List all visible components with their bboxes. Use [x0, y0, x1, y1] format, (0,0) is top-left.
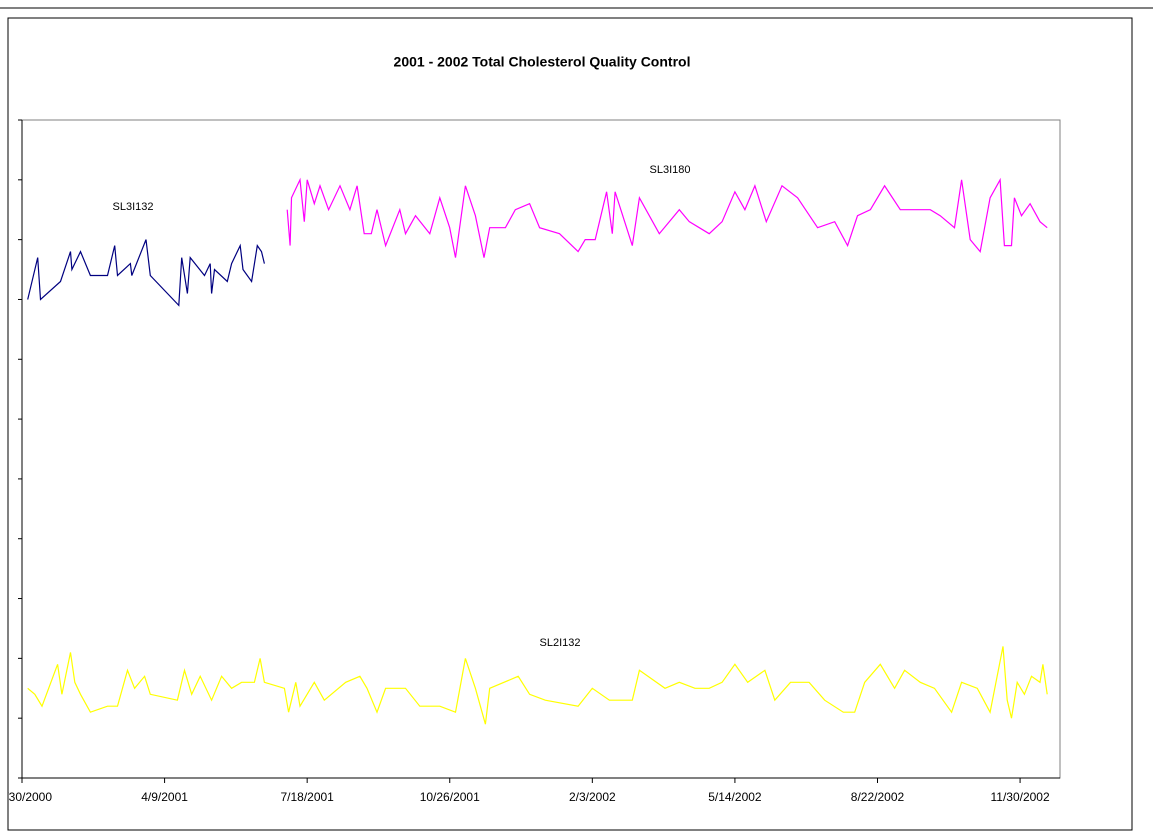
x-tick-label: 7/18/2001	[280, 790, 334, 804]
x-tick-label: 10/26/2001	[420, 790, 480, 804]
series-line	[27, 239, 265, 307]
plot-area	[21, 119, 1061, 779]
series-line	[286, 177, 1048, 258]
x-tick-label: 5/14/2002	[708, 790, 762, 804]
x-tick-label: 4/9/2001	[141, 790, 188, 804]
chart-title: 2001 - 2002 Total Cholesterol Quality Co…	[394, 54, 691, 70]
x-tick-label: 8/22/2002	[851, 790, 905, 804]
series-label: SL3I180	[650, 164, 691, 176]
x-tick-label: 12/30/2000	[0, 790, 52, 804]
x-tick-label: 11/30/2002	[990, 790, 1049, 804]
plot-layer: 12/30/2000 4/9/2001 7/18/2001 10/26/2001 2/3…	[0, 119, 1060, 804]
series-label: SL3I132	[113, 201, 154, 213]
series-line	[27, 646, 1048, 725]
x-tick-label: 2/3/2002	[569, 790, 616, 804]
series-label: SL2I132	[540, 637, 581, 649]
